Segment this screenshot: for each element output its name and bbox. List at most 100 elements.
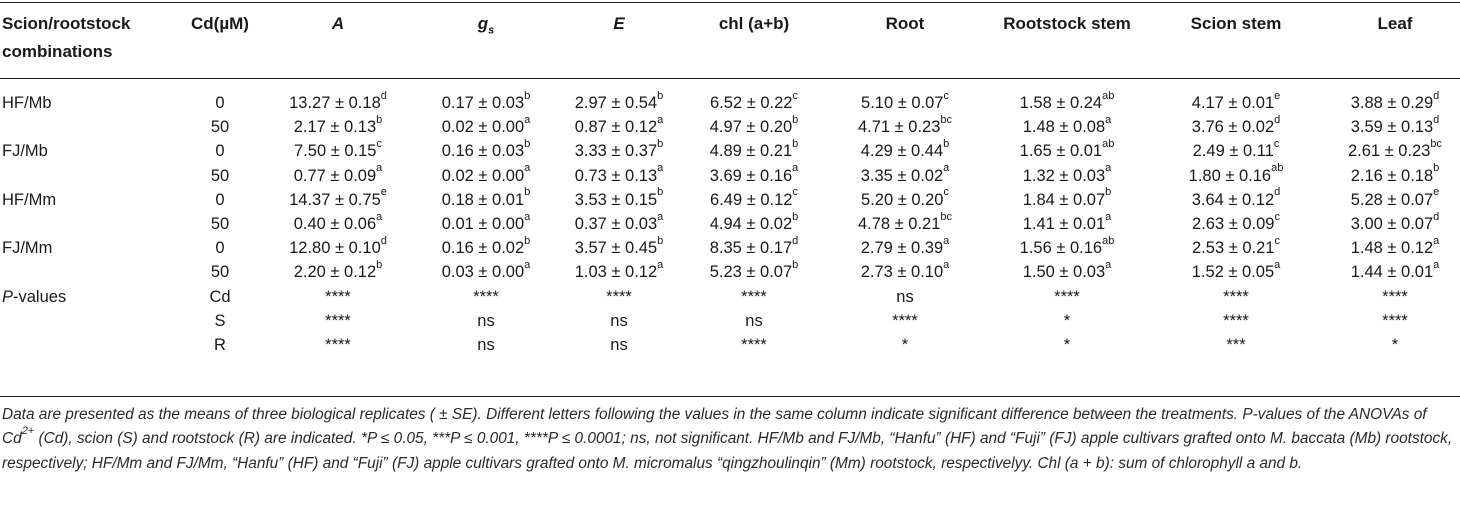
table-cell: 4.17 ± 0.01e — [1191, 89, 1281, 112]
table-cell: 3.88 ± 0.29d — [1350, 89, 1440, 112]
table-cell: 0.18 ± 0.01b — [441, 186, 531, 209]
pvalue-cell: * — [1063, 311, 1071, 330]
table-cell: 5.10 ± 0.07c — [861, 89, 949, 112]
table-cell: 3.35 ± 0.02a — [860, 162, 950, 185]
pvalue-factor: R — [214, 336, 226, 354]
table-cell: 1.44 ± 0.01a — [1350, 258, 1440, 282]
table-cell: 1.32 ± 0.03a — [1022, 162, 1112, 185]
row-cd-value: 50 — [210, 166, 230, 185]
table-cell: 4.97 ± 0.20b — [709, 113, 799, 137]
header-combinations-line1: Scion/rootstock — [2, 14, 131, 33]
pvalue-cell: **** — [1223, 287, 1249, 306]
table-cell: 1.48 ± 0.12a — [1350, 234, 1440, 258]
header-leaf: Leaf — [1377, 14, 1413, 33]
table-cell: 6.49 ± 0.12c — [710, 186, 798, 209]
header-E: E — [613, 14, 625, 33]
table-cell: 0.77 ± 0.09a — [293, 162, 383, 185]
table-cell: 12.80 ± 0.10d — [289, 234, 387, 258]
table-cell: 0.02 ± 0.00a — [441, 113, 531, 137]
pvalue-row: R **** ns ns **** * * *** * — [0, 333, 1460, 357]
header-chl: chl (a+b) — [718, 14, 790, 33]
table-cell: 3.69 ± 0.16a — [709, 162, 799, 185]
pvalue-cell: **** — [1054, 287, 1080, 306]
header-cd: Cd(µM) — [191, 14, 249, 33]
table-cell: 6.52 ± 0.22c — [710, 89, 798, 112]
pvalue-cell: * — [1063, 336, 1071, 354]
pvalue-cell: ns — [745, 311, 763, 330]
header-gs: gs — [477, 14, 495, 37]
table-cell: 13.27 ± 0.18d — [289, 89, 387, 112]
table-cell: 3.64 ± 0.12d — [1191, 186, 1281, 209]
table-cell: 0.16 ± 0.02b — [441, 234, 531, 258]
table-cell: 0.01 ± 0.00a — [441, 210, 531, 233]
table-row: HF/Mb 0 13.27 ± 0.18d 0.17 ± 0.03b 2.97 ± 0.… — [0, 89, 1460, 115]
table-cell: 4.89 ± 0.21b — [709, 137, 799, 161]
table-cell: 2.97 ± 0.54b — [574, 89, 664, 112]
row-label: FJ/Mb — [2, 142, 48, 161]
header-A: A — [331, 14, 345, 33]
table-top-rule — [0, 2, 1460, 3]
table-cell: 3.53 ± 0.15b — [574, 186, 664, 209]
row-cd-value: 0 — [215, 190, 225, 209]
table-cell: 7.50 ± 0.15c — [294, 137, 382, 161]
pvalue-cell: ns — [610, 336, 628, 354]
table-cell: 4.94 ± 0.02b — [709, 210, 799, 233]
row-cd-value: 0 — [215, 94, 225, 112]
table-cell: 2.61 ± 0.23bc — [1347, 137, 1443, 161]
table-header-row-2: combinations — [0, 40, 1460, 64]
pvalue-cell: * — [901, 336, 909, 354]
pvalues-label: P-values — [2, 287, 67, 306]
table-cell: 2.63 ± 0.09c — [1192, 210, 1280, 233]
table-cell: 4.71 ± 0.23bc — [857, 113, 953, 137]
table-row: 50 2.20 ± 0.12b 0.03 ± 0.00a 1.03 ± 0.12a 5.… — [0, 258, 1460, 284]
pvalue-cell: **** — [325, 287, 351, 306]
table-cell: 5.23 ± 0.07b — [709, 258, 799, 282]
pvalue-cell: **** — [1223, 311, 1249, 330]
pvalue-cell: **** — [606, 287, 632, 306]
table-cell: 1.41 ± 0.01a — [1022, 210, 1112, 233]
row-cd-value: 0 — [215, 239, 225, 258]
table-cell: 2.79 ± 0.39a — [860, 234, 950, 258]
table-cell: 5.28 ± 0.07e — [1350, 186, 1440, 209]
row-cd-value: 0 — [215, 142, 225, 161]
table-cell: 4.29 ± 0.44b — [860, 137, 950, 161]
pvalue-cell: * — [1391, 336, 1399, 354]
table-cell: 1.52 ± 0.05a — [1191, 258, 1281, 282]
table-cell: 3.00 ± 0.07d — [1350, 210, 1440, 233]
pvalue-row: P-values Cd **** **** **** **** ns **** **** **** — [0, 285, 1460, 309]
table-header-row: Scion/rootstock Cd(µM) A gs E chl (a+b) … — [0, 12, 1460, 36]
header-rootstock-stem: Rootstock stem — [1003, 14, 1131, 33]
table-cell: 0.17 ± 0.03b — [441, 89, 531, 112]
pvalue-cell: ns — [896, 287, 914, 306]
pvalue-cell: ns — [477, 336, 495, 354]
table-cell: 1.84 ± 0.07b — [1022, 186, 1112, 209]
table-cell: 2.53 ± 0.21c — [1192, 234, 1280, 258]
header-combinations-line2: combinations — [2, 42, 113, 61]
header-root: Root — [885, 14, 925, 33]
row-cd-value: 50 — [210, 263, 230, 282]
table-cell: 0.03 ± 0.00a — [441, 258, 531, 282]
table-cell: 0.87 ± 0.12a — [574, 113, 664, 137]
table-cell: 1.48 ± 0.08a — [1022, 113, 1112, 137]
table-cell: 3.76 ± 0.02d — [1191, 113, 1281, 137]
pvalue-cell: **** — [325, 336, 351, 354]
table-cell: 0.73 ± 0.13a — [574, 162, 664, 185]
table-cell: 2.49 ± 0.11c — [1192, 137, 1280, 161]
row-label: HF/Mb — [2, 94, 52, 112]
table-cell: 0.37 ± 0.03a — [574, 210, 664, 233]
table-cell: 14.37 ± 0.75e — [289, 186, 387, 209]
table-cell: 2.16 ± 0.18b — [1350, 162, 1440, 185]
pvalue-cell: **** — [473, 287, 499, 306]
table-cell: 1.65 ± 0.01ab — [1019, 137, 1115, 161]
table-row: FJ/Mm 0 12.80 ± 0.10d 0.16 ± 0.02b 3.57 ± 0.… — [0, 234, 1460, 260]
table-cell: 2.73 ± 0.10a — [860, 258, 950, 282]
header-scion-stem: Scion stem — [1190, 14, 1282, 33]
pvalue-row: S **** ns ns ns **** * **** **** — [0, 309, 1460, 333]
table-cell: 0.16 ± 0.03b — [441, 137, 531, 161]
table-bottom-rule — [0, 396, 1460, 397]
row-cd-value: 50 — [210, 215, 230, 233]
table-footnote: Data are presented as the means of three… — [2, 406, 1453, 472]
pvalue-cell: *** — [1226, 336, 1246, 354]
pvalue-factor: S — [214, 311, 226, 330]
table-cell: 3.59 ± 0.13d — [1350, 113, 1440, 137]
